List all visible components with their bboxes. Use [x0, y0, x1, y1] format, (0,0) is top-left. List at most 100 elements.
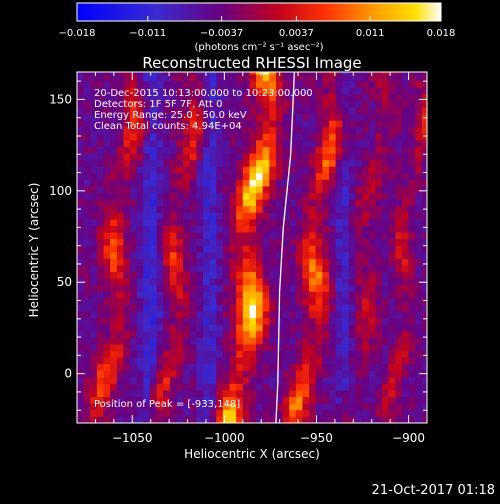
heatmap-cell: [77, 212, 85, 220]
heatmap-cell: [388, 80, 396, 88]
heatmap-cell: [156, 376, 164, 384]
heatmap-cell: [388, 317, 396, 325]
heatmap-cell: [415, 100, 423, 108]
heatmap-cell: [130, 120, 138, 128]
heatmap-cell: [322, 74, 330, 82]
heatmap-cell: [96, 271, 104, 279]
heatmap-cell: [116, 370, 124, 378]
heatmap-cell: [315, 159, 323, 167]
heatmap-cell: [395, 126, 403, 134]
heatmap-cell: [282, 291, 290, 299]
heatmap-cell: [96, 133, 104, 141]
heatmap-cell: [183, 357, 191, 365]
heatmap-cell: [256, 317, 264, 325]
heatmap-cell: [183, 186, 191, 194]
heatmap-cell: [329, 100, 337, 108]
heatmap-cell: [242, 350, 250, 358]
heatmap-cell: [242, 179, 250, 187]
heatmap-cell: [77, 330, 85, 338]
heatmap-cell: [242, 80, 250, 88]
heatmap-cell: [348, 146, 356, 154]
heatmap-cell: [183, 390, 191, 398]
heatmap-cell: [335, 416, 343, 423]
heatmap-cell: [77, 350, 85, 358]
heatmap-cell: [249, 74, 257, 82]
heatmap-cell: [262, 74, 270, 82]
heatmap-cell: [342, 383, 350, 391]
heatmap-cell: [236, 238, 244, 246]
heatmap-cell: [388, 278, 396, 286]
heatmap-cell: [362, 166, 370, 174]
heatmap-cell: [236, 232, 244, 240]
heatmap-cell: [408, 153, 416, 161]
colorbar-unit-label: (photons cm⁻² s⁻¹ asec⁻²): [194, 42, 323, 53]
heatmap-cell: [242, 74, 250, 82]
heatmap-cell: [315, 166, 323, 174]
heatmap-cell: [90, 212, 98, 220]
heatmap-cell: [189, 317, 197, 325]
heatmap-cell: [282, 146, 290, 154]
heatmap-cell: [295, 376, 303, 384]
heatmap-cell: [203, 357, 211, 365]
heatmap-cell: [315, 153, 323, 161]
heatmap-cell: [302, 107, 310, 115]
heatmap-cell: [269, 357, 277, 365]
heatmap-cell: [176, 330, 184, 338]
heatmap-cell: [415, 172, 423, 180]
heatmap-cell: [96, 330, 104, 338]
heatmap-cell: [401, 324, 409, 332]
heatmap-cell: [348, 159, 356, 167]
heatmap-cell: [415, 370, 423, 378]
heatmap-cell: [395, 192, 403, 200]
heatmap-cell: [163, 72, 171, 75]
heatmap-cell: [289, 159, 297, 167]
heatmap-cell: [275, 93, 283, 101]
heatmap-cell: [169, 317, 177, 325]
heatmap-cell: [295, 192, 303, 200]
heatmap-cell: [156, 311, 164, 319]
heatmap-cell: [90, 107, 98, 115]
heatmap-cell: [169, 383, 177, 391]
heatmap-cell: [382, 192, 390, 200]
heatmap-cell: [143, 72, 151, 75]
heatmap-cell: [362, 120, 370, 128]
heatmap-cell: [236, 330, 244, 338]
heatmap-cell: [355, 120, 363, 128]
heatmap-cell: [136, 317, 144, 325]
heatmap-cell: [209, 265, 217, 273]
heatmap-cell: [103, 330, 111, 338]
heatmap-cell: [103, 363, 111, 371]
heatmap-cell: [149, 218, 157, 226]
heatmap-cell: [302, 330, 310, 338]
heatmap-cell: [196, 80, 204, 88]
heatmap-cell: [156, 87, 164, 95]
heatmap-cell: [110, 317, 118, 325]
heatmap-cell: [368, 218, 376, 226]
heatmap-cell: [143, 199, 151, 207]
heatmap-cell: [309, 376, 317, 384]
heatmap-cell: [163, 74, 171, 82]
heatmap-cell: [395, 218, 403, 226]
heatmap-cell: [110, 357, 118, 365]
heatmap-cell: [203, 363, 211, 371]
heatmap-cell: [176, 179, 184, 187]
heatmap-cell: [156, 390, 164, 398]
heatmap-cell: [315, 344, 323, 351]
heatmap-cell: [90, 265, 98, 273]
heatmap-cell: [83, 383, 91, 391]
heatmap-cell: [295, 120, 303, 128]
heatmap-cell: [183, 409, 191, 417]
heatmap-cell: [203, 199, 211, 207]
heatmap-cell: [401, 120, 409, 128]
heatmap-cell: [242, 357, 250, 365]
heatmap-cell: [143, 159, 151, 167]
heatmap-cell: [342, 357, 350, 365]
heatmap-cell: [275, 159, 283, 167]
heatmap-cell: [368, 126, 376, 134]
heatmap-cell: [368, 390, 376, 398]
heatmap-cell: [295, 311, 303, 319]
heatmap-cell: [309, 337, 317, 345]
heatmap-cell: [222, 126, 230, 134]
heatmap-cell: [269, 107, 277, 115]
heatmap-cell: [401, 251, 409, 259]
